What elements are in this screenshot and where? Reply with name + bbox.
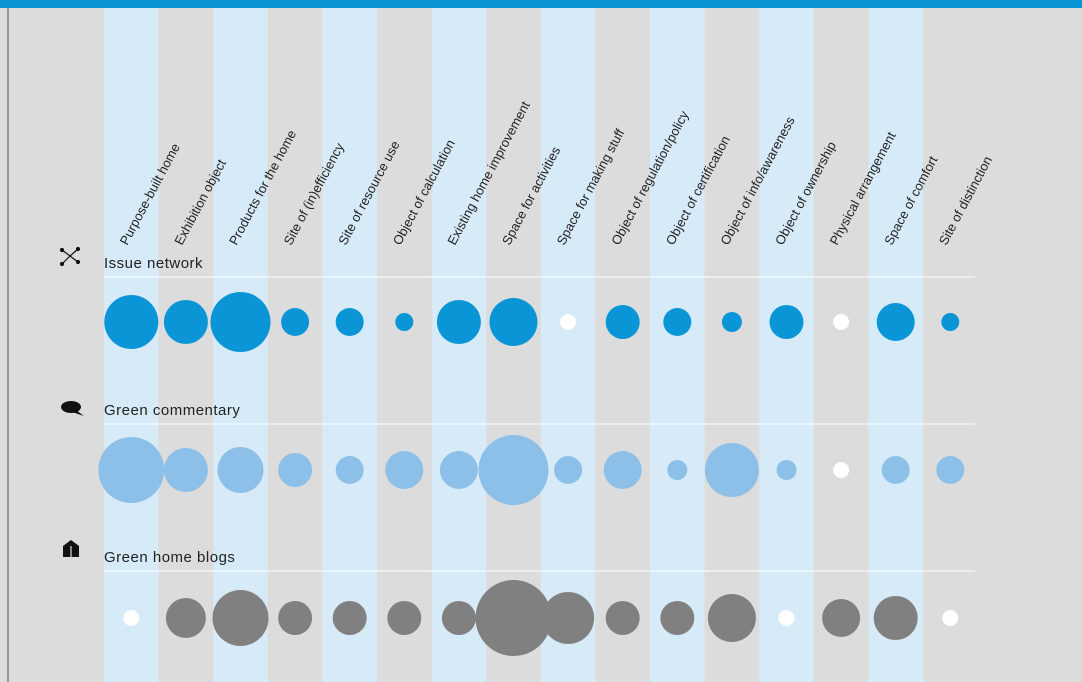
bubble [881,456,910,484]
bubble [603,451,642,489]
column-band [377,8,432,682]
bubble [475,580,552,656]
column-band [868,8,923,682]
column-band [540,8,596,682]
bubble [660,601,695,635]
bubble [439,451,478,489]
bubble [822,599,861,637]
column-band [813,8,869,682]
bubble [605,305,640,339]
bubble [281,308,310,336]
bubble [163,448,208,492]
row-name: Green home blogs [104,549,235,566]
bubble [769,305,804,339]
bubble [876,303,915,341]
bubble [165,598,206,638]
bubble [212,590,269,646]
column-band [267,8,323,682]
bubble [335,456,364,484]
bubble [123,610,140,626]
icon-speech [61,401,84,416]
bubble [667,460,688,480]
bubble [936,456,965,484]
column-band [704,8,760,682]
bubble [833,462,850,478]
bubble [605,601,640,635]
bubble [542,592,595,644]
column-band [431,8,487,682]
bubble [436,300,481,344]
row-name: Green commentary [104,402,240,419]
column-band [759,8,814,682]
top-bar [0,0,1082,8]
bubble [395,313,414,331]
bubble [663,308,692,336]
bubble [776,460,797,480]
bubble [478,435,549,505]
column-band [158,8,214,682]
bubble [833,314,850,330]
bubble [873,596,918,640]
bubble [104,295,159,349]
row-name: Issue network [104,255,203,272]
bubble [385,451,424,489]
bubble [560,314,577,330]
bubble [942,610,959,626]
icon-house [63,540,79,557]
bubble [489,298,538,346]
column-band [923,8,978,682]
bubble [278,453,313,487]
bubble [217,447,264,493]
column-band [595,8,650,682]
bubble [335,308,364,336]
bubble [778,610,795,626]
bubble [98,437,165,503]
bubble [941,313,960,331]
column-band [650,8,705,682]
icon-network [59,246,81,267]
bubble [210,292,271,352]
bubble [441,601,476,635]
bubble [707,594,756,642]
bubble [387,601,422,635]
bubble [554,456,583,484]
bubble [332,601,367,635]
bubble [721,312,742,332]
column-band [322,8,377,682]
bubble [704,443,759,497]
bubble [163,300,208,344]
bubble [278,601,313,635]
